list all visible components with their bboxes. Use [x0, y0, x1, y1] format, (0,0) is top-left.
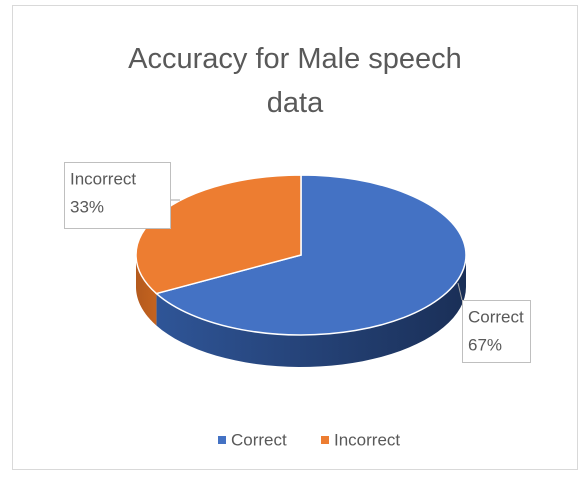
data-label-value: 67% — [468, 335, 502, 354]
data-label-box — [462, 300, 531, 363]
slice — [154, 174, 467, 336]
leader-line — [457, 282, 463, 301]
legend-swatch — [218, 436, 226, 444]
slice-side — [156, 255, 466, 367]
chart-title: Accuracy for Male speech data — [128, 43, 462, 119]
legend-label: Incorrect — [334, 430, 400, 449]
data-label-box — [64, 162, 171, 229]
legend-swatch — [321, 436, 329, 444]
slice-side — [136, 255, 157, 326]
data-label-value: 33% — [70, 197, 104, 216]
legend-label: Correct — [231, 430, 287, 449]
data-label-category: Correct — [468, 307, 524, 326]
data-label-category: Incorrect — [70, 169, 136, 188]
